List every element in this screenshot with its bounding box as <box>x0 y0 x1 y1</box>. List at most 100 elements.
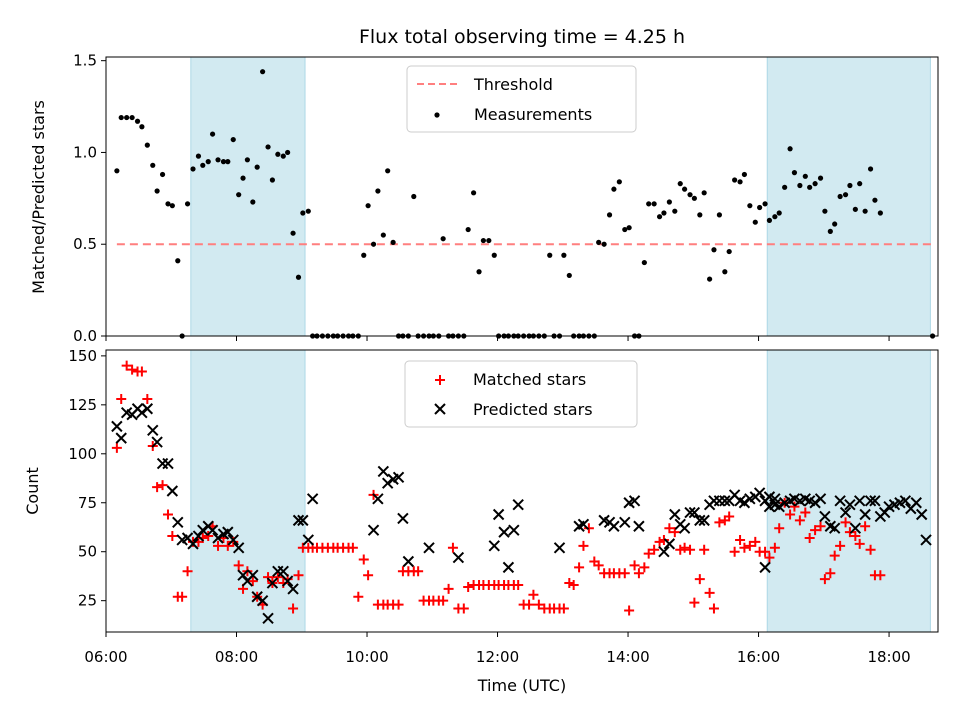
measurements-point <box>677 181 683 187</box>
matched-stars-point <box>704 587 715 598</box>
measurements-point <box>726 248 732 255</box>
predicted-stars-point <box>136 406 148 419</box>
bottom-shaded-interval <box>190 349 306 633</box>
measurements-point <box>601 241 607 247</box>
matched-stars-point <box>810 525 821 536</box>
measurements-point <box>124 114 130 121</box>
predicted-stars-point <box>262 612 274 624</box>
predicted-stars-point <box>381 477 394 489</box>
matched-stars-point <box>760 546 771 557</box>
matched-stars-point <box>121 360 132 371</box>
measurements-point <box>465 226 471 233</box>
matched-stars-point <box>840 517 851 528</box>
top-panel-marks <box>114 69 936 339</box>
measurements-point <box>797 182 803 189</box>
measurements-point <box>716 212 722 218</box>
matched-stars-point <box>558 603 569 614</box>
matched-stars-point <box>142 393 153 404</box>
measurements-point <box>606 212 613 218</box>
predicted-stars-point <box>222 526 234 538</box>
measurements-legend-label: Measurements <box>474 105 592 124</box>
predicted-stars-point <box>688 506 701 519</box>
predicted-stars-point <box>879 506 891 519</box>
bottom-panel-x-ticks: 06:00 08:00 10:00 12:00 14:00 16:00 18:00 <box>84 632 911 666</box>
measurements-point <box>707 276 713 282</box>
predicted-stars-point <box>828 522 841 534</box>
measurements-point <box>230 136 236 143</box>
predicted-stars-point <box>719 495 731 507</box>
measurements-point <box>687 192 693 198</box>
top-panel-shaded-regions <box>190 56 931 337</box>
measurements-legend-swatch <box>434 112 440 118</box>
measurements-point <box>802 173 808 179</box>
matched-stars-point <box>819 574 830 585</box>
measurements-point <box>380 232 386 238</box>
measurements-point <box>411 193 417 200</box>
matched-stars-point <box>578 540 589 551</box>
predicted-stars-point <box>809 497 821 509</box>
matched-stars-point <box>825 568 836 579</box>
matched-stars-point <box>804 533 815 543</box>
matched-stars-point <box>583 523 594 534</box>
measurements-point <box>566 272 572 279</box>
matched-stars-point <box>649 544 660 555</box>
measurements-point <box>190 166 196 172</box>
predicted-stars-point <box>915 508 928 521</box>
measurements-point <box>722 269 728 275</box>
measurements-point <box>220 159 227 165</box>
measurements-point <box>772 214 778 220</box>
predicted-stars-point <box>773 500 785 513</box>
predicted-stars-point <box>423 542 435 554</box>
predicted-stars-point <box>488 540 500 552</box>
predicted-stars-point <box>899 495 912 507</box>
measurements-point <box>300 210 306 216</box>
measurements-point <box>656 214 663 220</box>
predicted-stars-point <box>628 495 641 507</box>
measurements-point <box>390 239 396 245</box>
measurements-point <box>144 142 150 148</box>
matched-stars-point <box>675 544 686 555</box>
measurements-point <box>139 124 145 130</box>
measurements-point <box>762 201 768 207</box>
matched-stars-point <box>263 572 274 583</box>
matched-stars-point <box>233 560 244 571</box>
measurements-point <box>561 252 567 258</box>
bottom-y-tick-label: 125 <box>68 396 97 414</box>
bottom-panel: 25 50 75 100 125 150 06:00 08:00 10:00 12:00 14:0… <box>23 347 939 695</box>
matched-stars-point <box>854 538 865 549</box>
matched-stars-point <box>363 570 374 581</box>
matched-stars-point <box>568 580 579 590</box>
measurements-point <box>596 239 602 245</box>
bottom-panel-legend-box <box>404 360 638 428</box>
predicted-stars-point <box>192 530 205 542</box>
measurements-point <box>622 226 628 233</box>
measurements-point <box>365 203 371 209</box>
top-y-tick-label: 1.5 <box>73 52 97 70</box>
matched-stars-point <box>564 578 575 589</box>
x-tick-label: 14:00 <box>606 648 649 666</box>
top-shaded-interval <box>190 56 306 337</box>
predicted-stars-point <box>402 555 415 568</box>
measurements-point <box>611 186 617 192</box>
measurements-point <box>766 217 773 223</box>
measurements-point <box>118 114 124 121</box>
top-y-tick-label: 1.0 <box>73 143 97 161</box>
measurements-point <box>305 208 311 214</box>
matched-stars-point <box>679 542 690 553</box>
measurements-point <box>250 199 256 205</box>
matched-stars-point <box>785 509 796 520</box>
predicted-stars-point <box>187 538 199 550</box>
matched-stars-point <box>203 531 214 542</box>
measurements-point <box>852 206 858 212</box>
predicted-stars-point <box>232 542 245 554</box>
predicted-stars-point <box>237 569 249 581</box>
predicted-stars-point <box>397 512 409 525</box>
measurements-point <box>440 236 446 242</box>
top-panel-y-ticks: 0.0 0.5 1.0 1.5 <box>73 52 106 345</box>
matched-stars-point <box>116 393 127 404</box>
measurements-point <box>641 259 647 266</box>
predicted-stars-point <box>197 524 209 536</box>
measurements-point <box>626 225 632 231</box>
predicted-stars-point <box>492 508 505 521</box>
top-y-tick-label: 0.0 <box>73 327 97 345</box>
